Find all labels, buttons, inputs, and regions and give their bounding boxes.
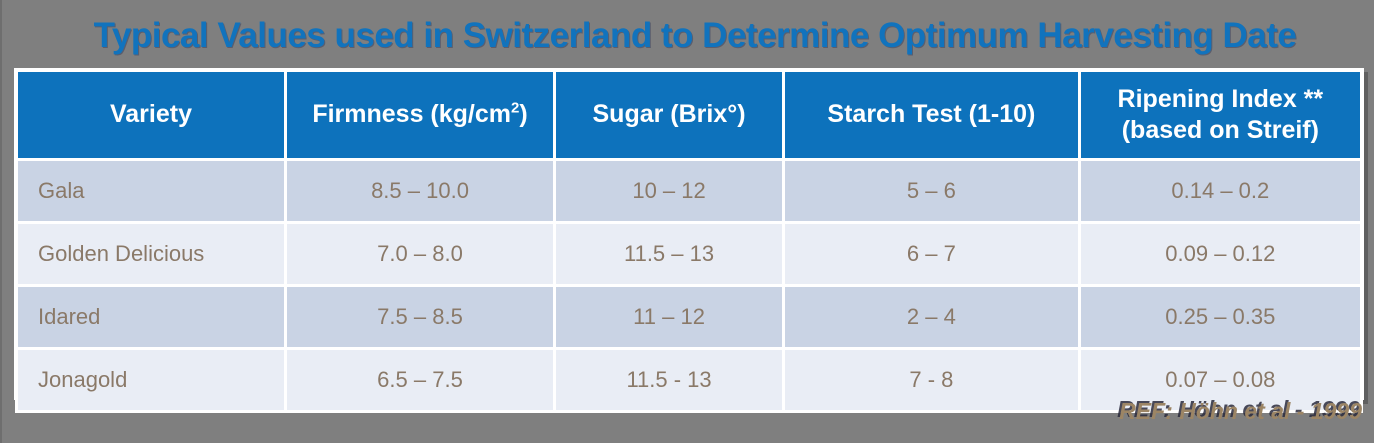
starch-value: 5 – 6 bbox=[785, 161, 1078, 221]
data-table: Variety Firmness (kg/cm2) Sugar (Brix°) … bbox=[15, 69, 1363, 413]
reference-citation: REF: Höhn et al - 1999 bbox=[1119, 398, 1362, 424]
ripening-header-line2: (based on Streif) bbox=[1121, 116, 1319, 144]
starch-value: 6 – 7 bbox=[785, 224, 1078, 284]
ripening-value: 0.25 – 0.35 bbox=[1080, 287, 1360, 347]
variety-name: Golden Delicious bbox=[18, 224, 284, 284]
harvest-values-table: Variety Firmness (kg/cm2) Sugar (Brix°) … bbox=[14, 68, 1364, 413]
sugar-value: 11.5 - 13 bbox=[556, 350, 783, 410]
col-header-starch: Starch Test (1-10) bbox=[785, 72, 1078, 158]
table-header-row: Variety Firmness (kg/cm2) Sugar (Brix°) … bbox=[18, 72, 1360, 158]
table-row-gala: Gala 8.5 – 10.0 10 – 12 5 – 6 0.14 – 0.2 bbox=[18, 161, 1360, 221]
firmness-value: 8.5 – 10.0 bbox=[287, 161, 553, 221]
firmness-value: 7.5 – 8.5 bbox=[287, 287, 553, 347]
ripening-value: 0.07 – 0.08 bbox=[1080, 350, 1360, 410]
col-header-firmness: Firmness (kg/cm2) bbox=[287, 72, 553, 158]
variety-name: Idared bbox=[18, 287, 284, 347]
col-header-ripening: Ripening Index ** (based on Streif) bbox=[1080, 72, 1360, 158]
sugar-value: 10 – 12 bbox=[556, 161, 783, 221]
variety-name: Jonagold bbox=[18, 350, 284, 410]
starch-value: 7 - 8 bbox=[785, 350, 1078, 410]
table-row-jonagold: Jonagold 6.5 – 7.5 11.5 - 13 7 - 8 0.07 … bbox=[18, 350, 1360, 410]
table-row-idared: Idared 7.5 – 8.5 11 – 12 2 – 4 0.25 – 0.… bbox=[18, 287, 1360, 347]
firmness-value: 7.0 – 8.0 bbox=[287, 224, 553, 284]
ripening-value: 0.14 – 0.2 bbox=[1080, 161, 1360, 221]
ripening-value: 0.09 – 0.12 bbox=[1080, 224, 1360, 284]
firmness-value: 6.5 – 7.5 bbox=[287, 350, 553, 410]
table-row-golden-delicious: Golden Delicious 7.0 – 8.0 11.5 – 13 6 –… bbox=[18, 224, 1360, 284]
variety-name: Gala bbox=[18, 161, 284, 221]
sugar-value: 11.5 – 13 bbox=[556, 224, 783, 284]
col-header-sugar: Sugar (Brix°) bbox=[556, 72, 783, 158]
ripening-header-line1: Ripening Index ** bbox=[1117, 84, 1324, 113]
page-title: Typical Values used in Switzerland to De… bbox=[93, 16, 1297, 55]
sugar-value: 11 – 12 bbox=[556, 287, 783, 347]
starch-value: 2 – 4 bbox=[785, 287, 1078, 347]
superscript-2: 2 bbox=[511, 100, 520, 118]
col-header-variety: Variety bbox=[18, 72, 284, 158]
